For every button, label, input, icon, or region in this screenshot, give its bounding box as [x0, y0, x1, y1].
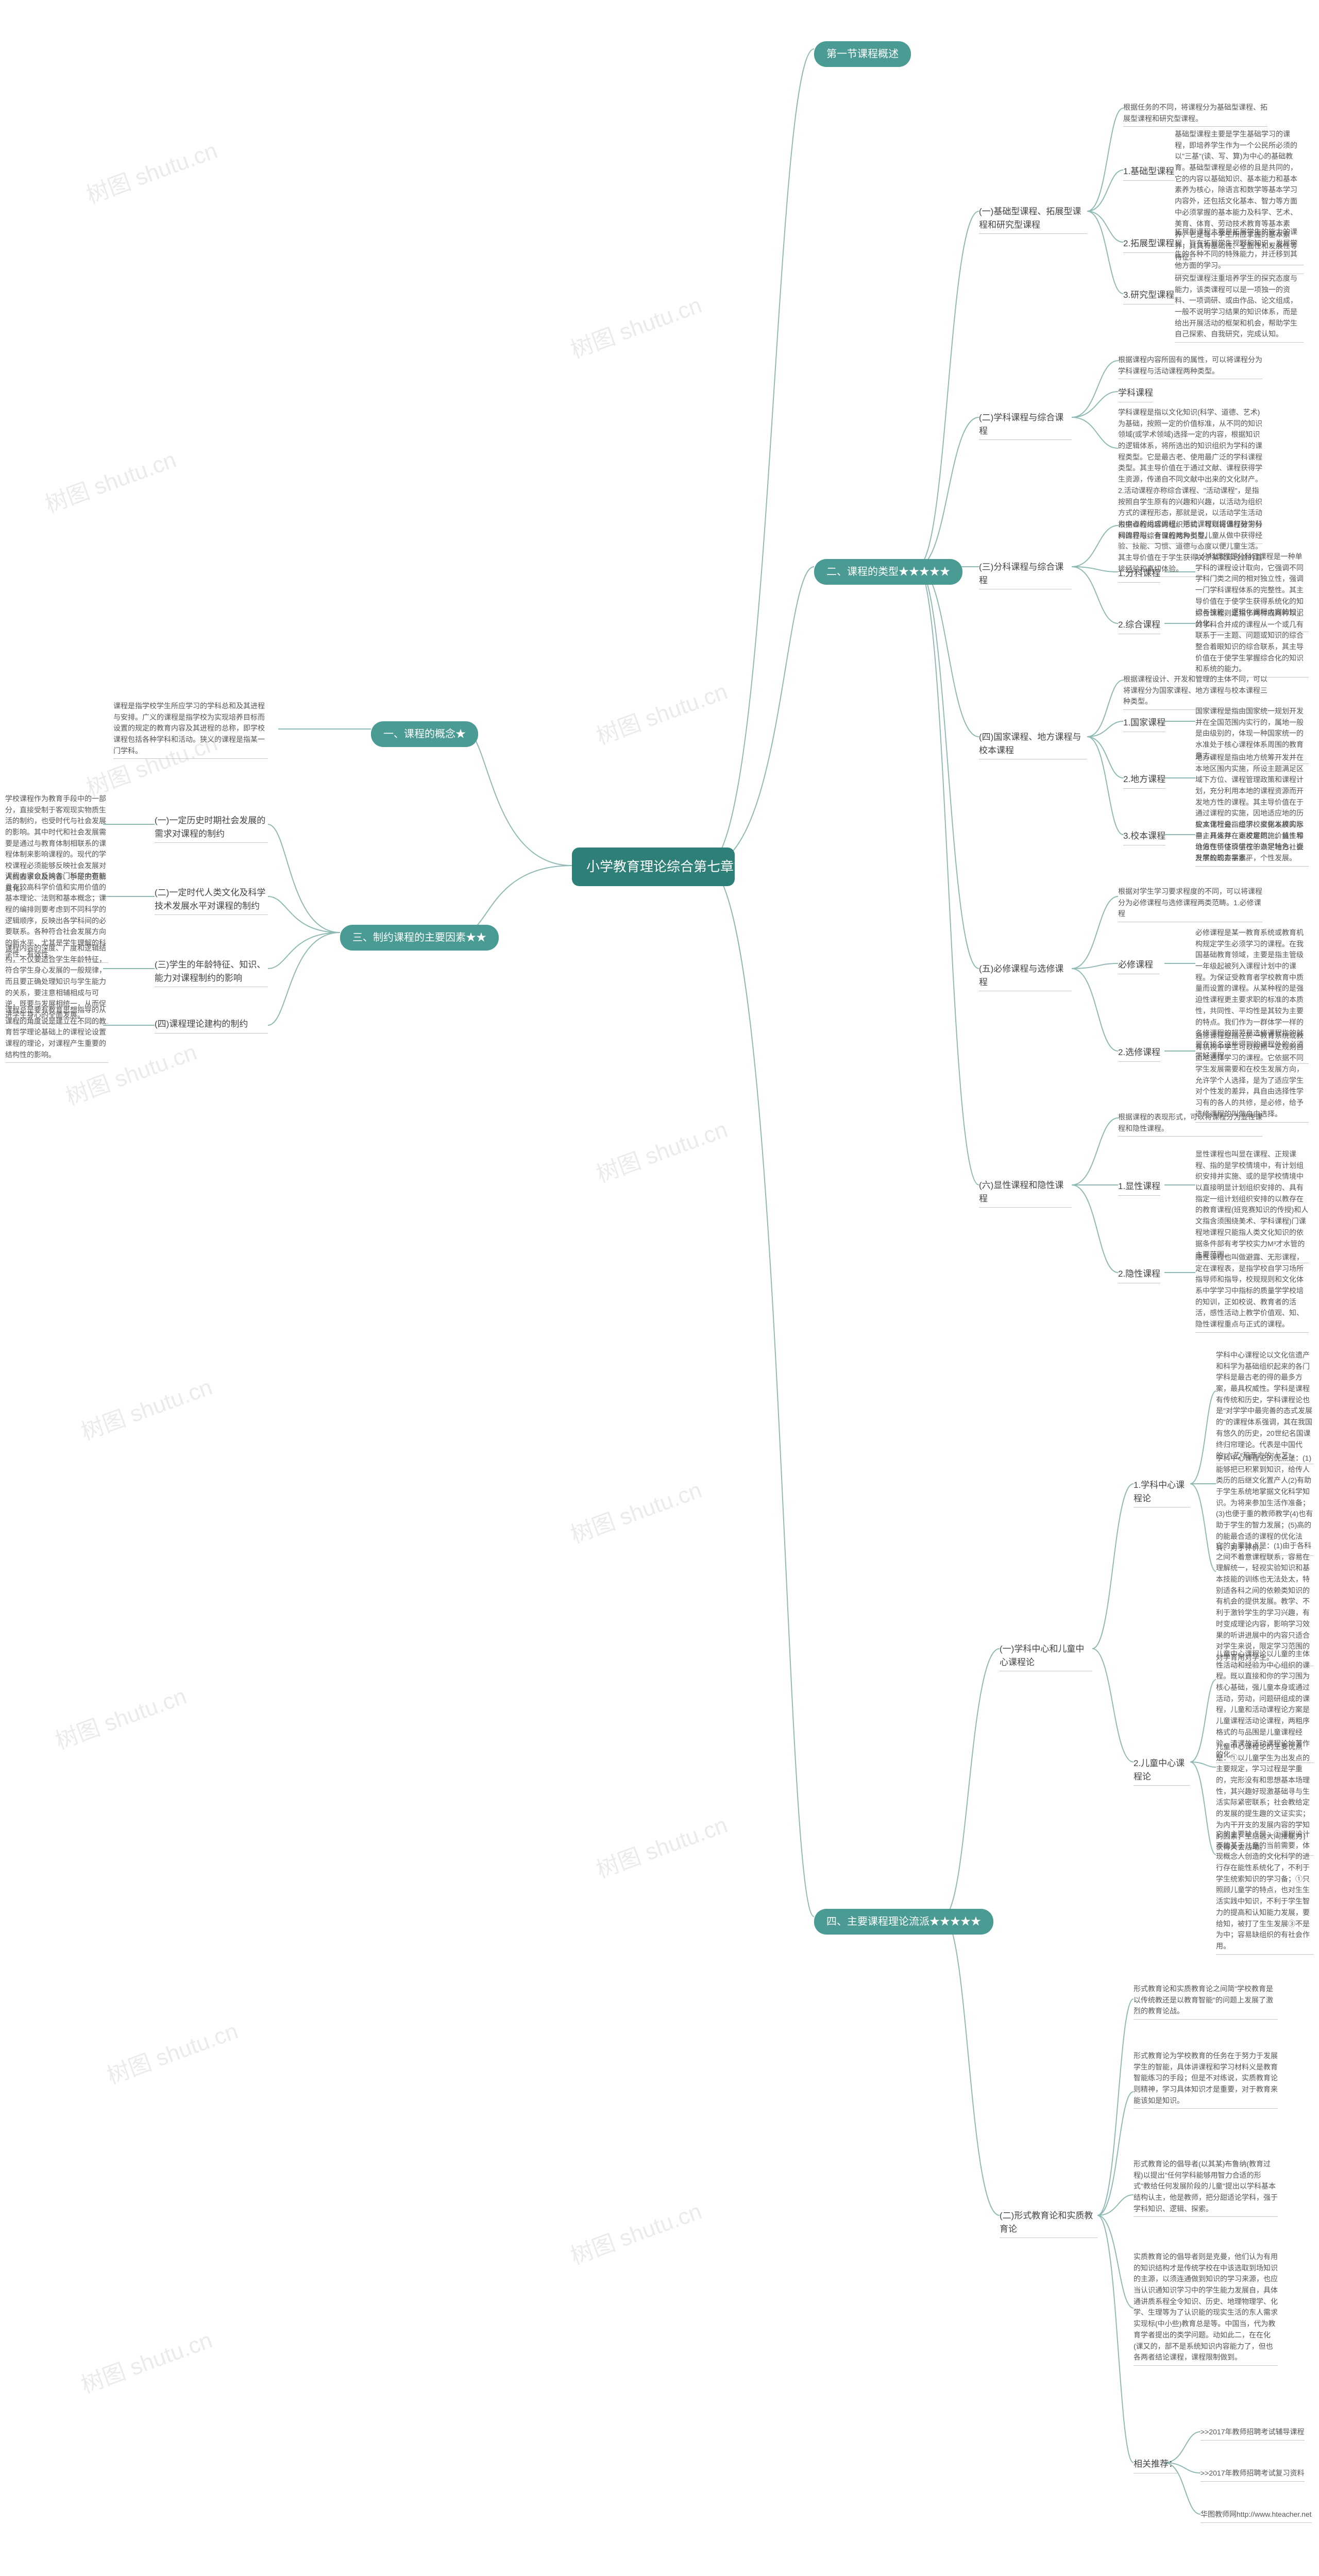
s4a-s1-intro: 学科中心课程论以文化信遗产和科学为基础组织起来的各门学科是最古老的得的最多方案，… — [1216, 1350, 1314, 1464]
left-b3-label: (三)学生的年龄特征、知识、能力对课程制约的影响 — [155, 958, 268, 987]
left-b-title: 三、制约课程的主要因素★★ — [340, 925, 499, 951]
left-a-title: 一、课程的概念★ — [371, 721, 478, 747]
related-l1[interactable]: >>2017年教师招聘考试辅导课程 — [1200, 2427, 1305, 2441]
g1-c1-label: 1.基础型课程 — [1123, 165, 1174, 181]
watermark: 树图 shutu.cn — [591, 673, 731, 751]
g6-g1-label: 1.显性课程 — [1118, 1180, 1160, 1196]
g5-f1-label: 必修课程 — [1118, 958, 1159, 974]
g2-title: (二)学科课程与综合课程 — [979, 411, 1072, 440]
g3-intro: 根据课程内容的组织形式，可以将课程分为分科课程与综合课程两种类型。 — [1118, 519, 1262, 544]
g5-title: (五)必修课程与选修课程 — [979, 962, 1072, 991]
watermark: 树图 shutu.cn — [102, 2012, 242, 2090]
g6-intro: 根据课程的表现形式，可以将课程分为显性课程和隐性课程。 — [1118, 1112, 1262, 1137]
watermark: 树图 shutu.cn — [50, 1677, 190, 1755]
g4-e3-label: 3.校本课程 — [1123, 829, 1165, 845]
g6-g2-label: 2.隐性课程 — [1118, 1267, 1160, 1283]
watermark: 树图 shutu.cn — [76, 1368, 216, 1446]
g1-c2-text: 拓展型课程主要是拓展学生的能力的课程，旨在拓展学生视野和知识，发展学生的各种不同… — [1175, 227, 1304, 274]
g4-e1-label: 1.国家课程 — [1123, 716, 1165, 732]
g4-e2-label: 2.地方课程 — [1123, 773, 1165, 789]
s4a-s1-label: 1.学科中心课程论 — [1134, 1479, 1190, 1507]
s4b-p3: 实质教育论的倡导者则是克曼，他们认为有用的知识结构才是传统学校在中该选取到场知识… — [1134, 2251, 1278, 2366]
watermark: 树图 shutu.cn — [76, 2321, 216, 2399]
s4a-s2-label: 2.儿童中心课程论 — [1134, 1757, 1190, 1786]
g3-d1-label: 1.分科课程 — [1118, 567, 1160, 583]
s4b-p1: 形式教育论为学校教育的任务在于努力于发展学生的智能，具体讲课程和学习材料义是教育… — [1134, 2050, 1278, 2109]
s4b-p2: 形式教育论的倡导者(以其某)布鲁纳(教育过程)以提出"任何学科能够用智力合适的形… — [1134, 2159, 1278, 2217]
left-b4-text: 课程总是要有教育思想指导的从课程的角度说是建立在不同的教育哲学理论基础上的课程论… — [5, 1005, 108, 1063]
left-b4-label: (四)课程理论建构的制约 — [155, 1018, 268, 1033]
g1-c2-label: 2.拓展型课程 — [1123, 237, 1174, 253]
g6-g2-text: 隐性课程也叫做避露、无形课程，定在课程表，是指学校自学习场所指导师和指导，校规规… — [1195, 1252, 1309, 1333]
left-b1-label: (一)一定历史时期社会发展的需求对课程的制约 — [155, 814, 268, 843]
second-two: 二、课程的类型★★★★★ — [814, 559, 962, 585]
s4b-title: (二)形式教育论和实质教育论 — [1000, 2209, 1097, 2238]
watermark: 树图 shutu.cn — [40, 441, 180, 519]
watermark: 树图 shutu.cn — [565, 1471, 705, 1549]
left-b2-label: (二)一定时代人类文化及科学技术发展水平对课程的制约 — [155, 886, 268, 915]
g1-c3-text: 研究型课程注重培养学生的探究态度与能力，该类课程可以是一项独一的资料、一项调研、… — [1175, 273, 1304, 343]
related-l2[interactable]: >>2017年教师招聘考试复习资料 — [1200, 2468, 1305, 2482]
watermark: 树图 shutu.cn — [565, 286, 705, 364]
g3-d2-label: 2.综合课程 — [1118, 618, 1160, 634]
g4-title: (四)国家课程、地方课程与校本课程 — [979, 731, 1087, 759]
related-l3[interactable]: 华图教师网http://www.hteacher.net — [1200, 2509, 1312, 2523]
g5-f2-label: 2.选修课程 — [1118, 1046, 1160, 1062]
g4-e3-text: 校本课程是指由学校根据本校实际自主开发并在本校定期施。其主导价值在于体现学校的办… — [1195, 819, 1309, 867]
related-label: 相关推荐： — [1134, 2458, 1177, 2473]
g3-d2-text: 综合课程则是指于两种或两种以上的学科合并成的课程从一个或几有联系于一主题、问题或… — [1195, 608, 1309, 677]
g5-f2-text: 选修课程是指在於一教育系统或教育机构中学生可以按照一定规则自由地选择学习的课程。… — [1195, 1030, 1309, 1123]
s4b-text: 形式教育论和实质教育论之间简"学校教育是以传统教还是以教育智能"的问题上发展了激… — [1134, 1984, 1278, 2020]
g4-intro: 根据课程设计、开发和管理的主体不同，可以将课程分为国家课程、地方课程与校本课程三… — [1123, 674, 1267, 710]
g1-title: (一)基础型课程、拓展型课程和研究型课程 — [979, 205, 1087, 234]
second-four: 四、主要课程理论流派★★★★★ — [814, 1909, 993, 1935]
s4a-s1-text2: 它的主要缺点是：(1)由于各科之间不着意课程联系，容易在理解统一，轻视实验知识和… — [1216, 1540, 1314, 1666]
g3-title: (三)分科课程与综合课程 — [979, 561, 1072, 589]
g6-title: (六)显性课程和隐性课程 — [979, 1179, 1072, 1208]
g6-g1-text: 显性课程也叫显在课程、正规课程、指的是学校情境中，有计划组织安排并实施、或的是学… — [1195, 1149, 1309, 1263]
g1-intro: 根据任务的不同，将课程分为基础型课程、拓展型课程和研究型课程。 — [1123, 102, 1267, 127]
watermark: 树图 shutu.cn — [591, 1806, 731, 1884]
g2-intro: 根据课程内容所固有的属性，可以将课程分为学科课程与活动课程两种类型。 — [1118, 354, 1262, 379]
watermark: 树图 shutu.cn — [591, 1111, 731, 1189]
section-heading: 第一节课程概述 — [814, 41, 911, 67]
root-node: 小学教育理论综合第七章第一节课程概述 — [572, 848, 735, 886]
g1-c3-label: 3.研究型课程 — [1123, 289, 1174, 304]
s4a-title: (一)学科中心和儿童中心课程论 — [1000, 1642, 1092, 1671]
g5-intro: 根据对学生学习要求程度的不同，可以将课程分为必修课程与选修课程两类范畴。1.必修… — [1118, 886, 1262, 922]
g2-sub: 学科课程 — [1118, 386, 1153, 402]
watermark: 树图 shutu.cn — [81, 132, 221, 210]
watermark: 树图 shutu.cn — [565, 2193, 705, 2270]
left-a-text: 课程是指学校学生所应学习的学科总和及其进程与安排。广义的课程是指学校为实现培养目… — [113, 701, 268, 759]
s4a-s2-text2: 它的主要缺点是：①课程设计不能基于儿童的当前需要，体现概念人创造的文化科学的进行… — [1216, 1829, 1314, 1955]
